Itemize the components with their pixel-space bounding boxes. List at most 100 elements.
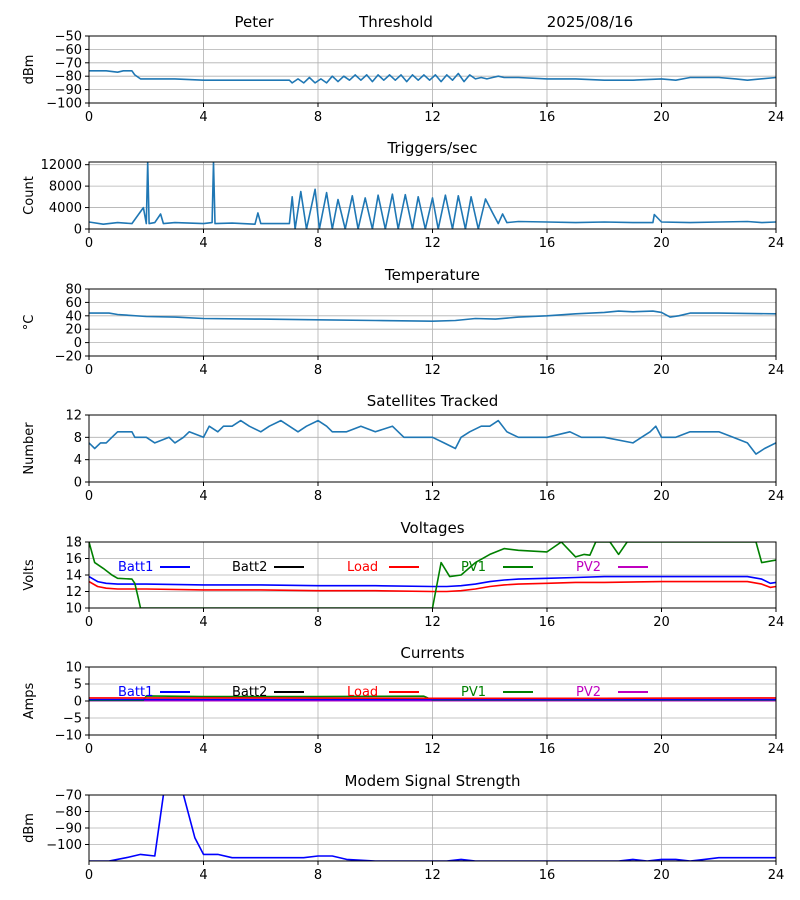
x-tick-label: 4 <box>199 363 207 378</box>
x-tick-label: 20 <box>653 110 670 125</box>
y-tick-label: 12 <box>65 585 82 600</box>
y-tick-label: −10 <box>55 729 82 744</box>
x-tick-label: 12 <box>424 236 441 251</box>
y-tick-label: 14 <box>65 569 82 584</box>
x-tick-label: 4 <box>199 489 207 504</box>
panel-title: Voltages <box>400 519 464 537</box>
x-tick-label: 8 <box>314 110 322 125</box>
y-axis-label: dBm <box>22 55 37 85</box>
x-tick-label: 24 <box>768 868 785 883</box>
x-tick-label: 24 <box>768 363 785 378</box>
y-tick-label: −80 <box>55 805 82 820</box>
header-station: Peter <box>234 13 274 31</box>
y-tick-label: −5 <box>63 712 82 727</box>
y-tick-label: 60 <box>65 296 82 311</box>
x-tick-label: 8 <box>314 236 322 251</box>
x-tick-label: 12 <box>424 868 441 883</box>
x-tick-label: 8 <box>314 615 322 630</box>
series-group <box>89 695 776 702</box>
legend-label-batt1: Batt1 <box>118 560 153 575</box>
y-tick-label: 0 <box>74 336 82 351</box>
series-line-temperature <box>89 310 776 323</box>
y-tick-label: 8 <box>74 431 82 446</box>
y-axis-label: Number <box>22 422 37 475</box>
y-axis-label: °C <box>22 315 37 331</box>
x-tick-label: 16 <box>539 363 556 378</box>
x-tick-label: 0 <box>85 742 93 757</box>
x-tick-label: 8 <box>314 363 322 378</box>
x-tick-label: 8 <box>314 868 322 883</box>
series-line-triggers <box>89 162 776 229</box>
y-tick-label: −60 <box>55 43 82 58</box>
series-line-load <box>89 580 776 593</box>
y-axis-label: Count <box>22 176 37 215</box>
legend-label-batt1: Batt1 <box>118 685 153 700</box>
series-line-threshold <box>89 70 776 84</box>
x-tick-label: 4 <box>199 236 207 251</box>
y-tick-label: 0 <box>74 695 82 710</box>
x-tick-label: 12 <box>424 489 441 504</box>
legend-label-load: Load <box>347 560 378 575</box>
panel-title: Triggers/sec <box>387 139 478 157</box>
legend-label-pv1: PV1 <box>461 560 486 575</box>
y-tick-label: 0 <box>74 223 82 238</box>
x-tick-label: 20 <box>653 236 670 251</box>
y-tick-label: −100 <box>46 97 82 112</box>
panel-title: Satellites Tracked <box>367 392 498 410</box>
legend-label-batt2: Batt2 <box>232 685 267 700</box>
panel-triggers: 0 4 8 12 16 20 24 0 4000 8000 12000 Triggers/sec Cou… <box>22 139 784 251</box>
y-tick-label: −50 <box>55 30 82 45</box>
y-tick-label: 4 <box>74 453 82 468</box>
x-tick-label: 24 <box>768 742 785 757</box>
y-tick-label: −90 <box>55 822 82 837</box>
series-group <box>89 542 776 608</box>
series-group <box>89 70 776 84</box>
header-date: 2025/08/16 <box>547 13 633 31</box>
y-axis-label: Volts <box>22 559 37 591</box>
series-group <box>89 162 776 229</box>
series-group <box>89 310 776 323</box>
series-group <box>89 795 776 861</box>
legend-label-batt2: Batt2 <box>232 560 267 575</box>
x-tick-label: 12 <box>424 363 441 378</box>
x-tick-label: 24 <box>768 489 785 504</box>
y-tick-label: −20 <box>55 350 82 365</box>
y-tick-label: 8000 <box>49 180 82 195</box>
x-tick-label: 24 <box>768 236 785 251</box>
y-tick-label: −80 <box>55 70 82 85</box>
x-tick-label: 16 <box>539 236 556 251</box>
x-tick-label: 12 <box>424 110 441 125</box>
x-tick-label: 16 <box>539 110 556 125</box>
x-tick-label: 4 <box>199 742 207 757</box>
x-tick-label: 20 <box>653 742 670 757</box>
y-tick-label: 18 <box>65 536 82 551</box>
panel-threshold: 0 4 8 12 16 20 24 −100−90−80−70−60−50 dBm <box>22 30 784 126</box>
header-threshold: Threshold <box>358 13 433 31</box>
panel-title: Modem Signal Strength <box>345 772 521 790</box>
x-tick-label: 20 <box>653 489 670 504</box>
y-tick-label: 12 <box>65 409 82 424</box>
panel-modem: 0 4 8 12 16 20 24 −100−90 −80−70 Modem Signal Str… <box>22 772 784 883</box>
x-tick-label: 20 <box>653 615 670 630</box>
x-tick-label: 8 <box>314 742 322 757</box>
x-tick-label: 16 <box>539 742 556 757</box>
y-tick-label: 4000 <box>49 201 82 216</box>
x-tick-label: 4 <box>199 615 207 630</box>
y-axis-label: Amps <box>22 682 37 719</box>
y-tick-label: 10 <box>65 661 82 676</box>
x-tick-label: 0 <box>85 363 93 378</box>
y-tick-label: 10 <box>65 602 82 617</box>
x-tick-label: 0 <box>85 615 93 630</box>
y-tick-label: 16 <box>65 552 82 567</box>
x-tick-label: 0 <box>85 110 93 125</box>
legend-label-pv2: PV2 <box>576 685 601 700</box>
y-axis-label: dBm <box>22 813 37 843</box>
x-tick-label: 4 <box>199 868 207 883</box>
x-tick-label: 0 <box>85 236 93 251</box>
panel-title: Temperature <box>384 266 480 284</box>
series-group <box>89 419 776 455</box>
x-tick-label: 20 <box>653 868 670 883</box>
y-tick-label: −90 <box>55 83 82 98</box>
